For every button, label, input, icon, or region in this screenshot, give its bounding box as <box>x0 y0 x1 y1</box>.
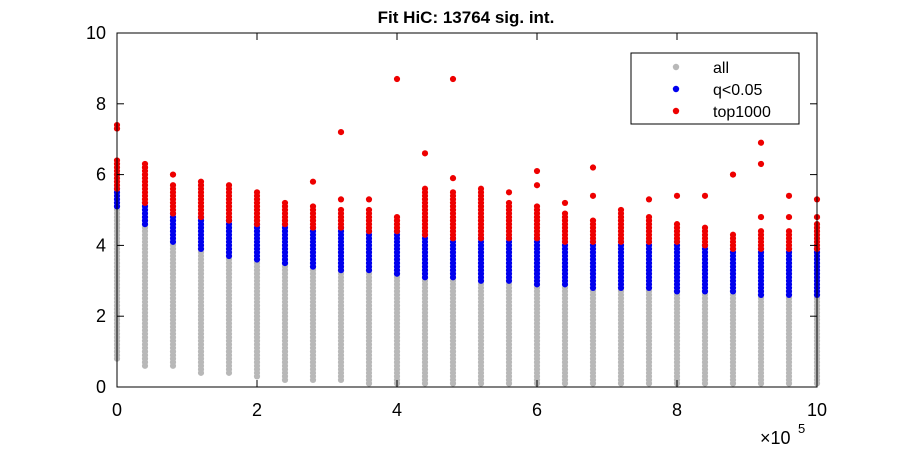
point-top1000-outlier <box>449 175 457 182</box>
point-top1000 <box>253 189 261 196</box>
axes: 0 2 4 6 8 10 0 2 4 6 8 10 <box>86 23 827 420</box>
legend-marker-q <box>672 85 680 93</box>
point-top1000 <box>449 189 457 196</box>
point-top1000-outlier <box>169 171 177 178</box>
legend-marker-all <box>672 63 680 71</box>
point-top1000-outlier <box>337 129 345 136</box>
point-top1000 <box>645 213 653 221</box>
point-top1000 <box>701 224 709 231</box>
point-top1000-outlier <box>729 171 737 178</box>
point-top1000 <box>757 228 765 235</box>
legend-box <box>630 52 800 125</box>
point-top1000-outlier <box>477 185 485 192</box>
point-top1000 <box>225 182 233 189</box>
x-tick-label: 0 <box>112 400 122 420</box>
point-top1000 <box>505 199 513 207</box>
point-top1000-outlier <box>757 213 765 221</box>
series-all-points <box>113 203 821 387</box>
x-tick-label: 10 <box>807 400 827 420</box>
legend: all q<0.05 top1000 <box>630 52 800 125</box>
point-top1000-outlier <box>561 199 569 207</box>
point-top1000-outlier <box>589 192 597 199</box>
point-top1000-outlier <box>421 150 429 157</box>
point-top1000 <box>393 213 401 221</box>
legend-label-all: all <box>713 60 729 77</box>
legend-label-q: q<0.05 <box>713 82 762 99</box>
point-top1000-outlier <box>785 213 793 221</box>
point-top1000 <box>365 206 373 214</box>
point-top1000 <box>309 203 317 210</box>
y-tick-label: 8 <box>96 94 106 114</box>
point-top1000 <box>589 217 597 224</box>
point-top1000 <box>421 185 429 192</box>
y-tick-label: 0 <box>96 377 106 397</box>
point-top1000-outlier <box>141 164 149 171</box>
y-tick-label: 10 <box>86 23 106 43</box>
point-top1000 <box>281 199 289 207</box>
point-top1000 <box>785 228 793 235</box>
plot-frame <box>116 32 818 388</box>
y-tick-label: 4 <box>96 235 106 255</box>
point-top1000-outlier <box>673 192 681 199</box>
legend-label-top1000: top1000 <box>713 104 771 121</box>
point-top1000-outlier <box>365 196 373 203</box>
point-top1000 <box>561 210 569 217</box>
x-tick-label: 6 <box>532 400 542 420</box>
point-top1000-outlier <box>589 164 597 171</box>
point-top1000-outlier <box>449 75 457 83</box>
x-tick-label: 4 <box>392 400 402 420</box>
point-top1000 <box>729 231 737 238</box>
point-top1000 <box>533 203 541 210</box>
y-tick-label: 6 <box>96 165 106 185</box>
point-top1000 <box>197 178 205 185</box>
point-top1000 <box>169 182 177 189</box>
point-top1000-outlier <box>701 192 709 199</box>
x-tick-label: 2 <box>252 400 262 420</box>
point-top1000-outlier <box>757 160 765 168</box>
point-top1000-outlier <box>309 178 317 185</box>
point-top1000-outlier <box>617 206 625 214</box>
point-top1000-outlier <box>337 196 345 203</box>
chart-title: Fit HiC: 13764 sig. int. <box>378 8 555 27</box>
point-top1000 <box>337 206 345 214</box>
legend-marker-top1000 <box>672 107 680 115</box>
point-top1000-outlier <box>645 196 653 203</box>
x-multiplier-exponent: 5 <box>798 421 805 436</box>
point-top1000-outlier <box>533 182 541 189</box>
x-tick-label: 8 <box>672 400 682 420</box>
point-top1000-outlier <box>757 139 765 146</box>
point-top1000-outlier <box>393 75 401 83</box>
point-top1000-outlier <box>785 192 793 199</box>
point-top1000-outlier <box>533 167 541 175</box>
y-tick-label: 2 <box>96 306 106 326</box>
x-multiplier: ×10 <box>760 428 791 448</box>
point-top1000 <box>673 221 681 228</box>
point-top1000-outlier <box>505 189 513 196</box>
